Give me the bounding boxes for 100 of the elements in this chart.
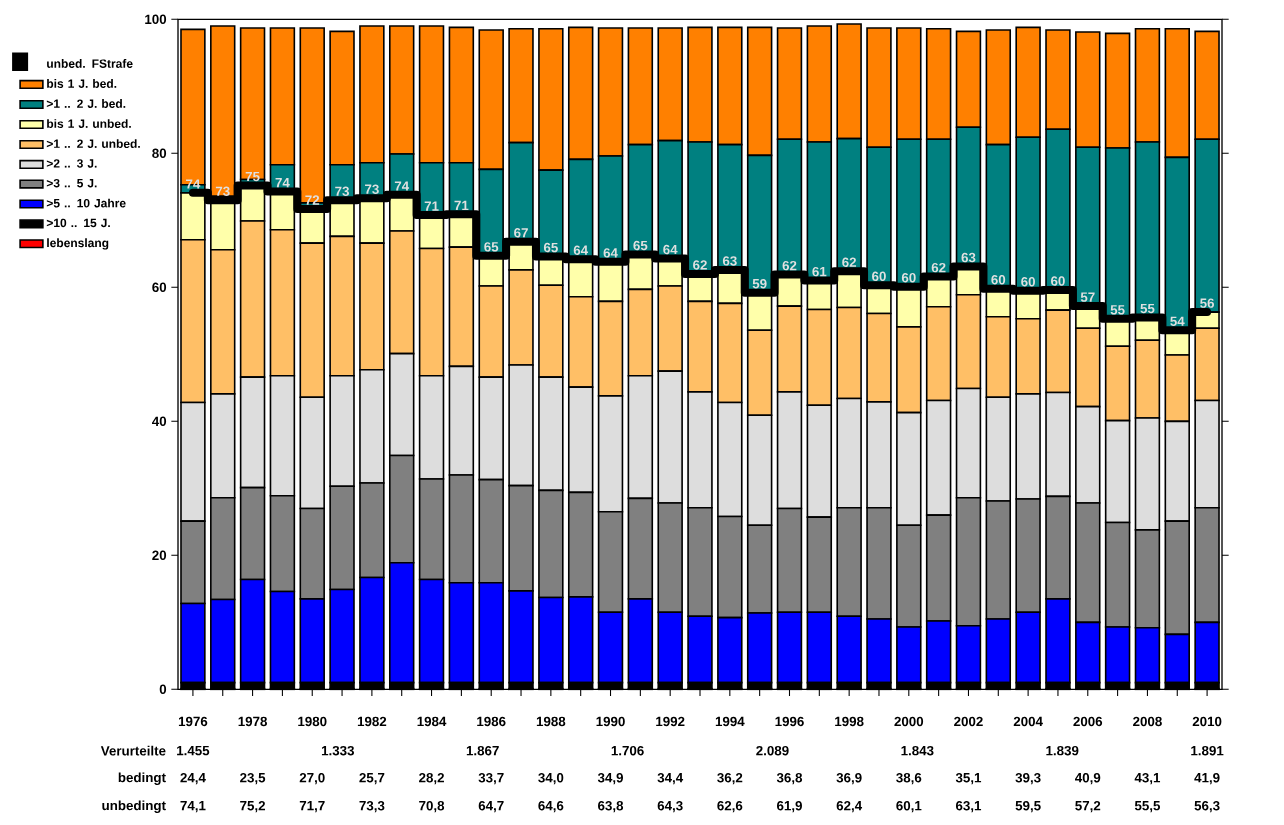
x-tick-label: 2006 [1073, 716, 1103, 726]
text: 33,7 [478, 772, 504, 785]
text: 75,2 [240, 800, 266, 813]
text: 59,5 [1015, 800, 1041, 813]
x-tick-label: 1998 [835, 716, 864, 726]
text: 62,6 [717, 800, 743, 813]
text: bedingt [118, 772, 166, 785]
text: unbedingt [102, 800, 166, 813]
x-tick-label: 1982 [357, 716, 387, 726]
text: 28,2 [419, 772, 444, 785]
data-label: 60 [872, 271, 886, 281]
data-label: 71 [454, 200, 469, 210]
data-label: 59 [752, 278, 767, 289]
text: 2.089 [756, 745, 789, 756]
text: Verurteilte [100, 745, 166, 756]
data-label: 60 [901, 272, 916, 283]
data-label: 75 [245, 171, 260, 182]
data-label: 64 [663, 244, 678, 255]
text: 1.867 [466, 745, 499, 756]
text: 27,0 [299, 772, 325, 785]
data-label: 73 [335, 186, 350, 196]
data-label: 67 [514, 227, 528, 238]
text: 36,9 [836, 772, 862, 785]
text: 55,5 [1134, 800, 1161, 813]
data-label: 55 [1140, 303, 1155, 314]
y-tick-label: 0 [159, 684, 167, 694]
y-tick-label: 40 [152, 416, 167, 426]
text: 39,3 [1015, 772, 1041, 785]
data-label: 62 [693, 260, 707, 270]
y-tick-label: 100 [145, 14, 167, 24]
text: 60,1 [896, 800, 922, 813]
data-label: 65 [543, 242, 558, 253]
text: 70,8 [419, 800, 445, 813]
legend-label: >2 .. 3 J. [46, 159, 97, 168]
text: 25,7 [359, 772, 385, 785]
bar [239, 27, 266, 181]
data-label: 73 [215, 186, 230, 196]
x-tick-label: 2004 [1013, 716, 1043, 726]
x-tick-label: 2000 [894, 716, 924, 726]
data-label: 74 [275, 177, 290, 188]
text: 62,4 [836, 800, 863, 813]
data-label: 61 [812, 266, 827, 277]
x-tick-label: 1978 [238, 716, 267, 726]
data-label: 60 [991, 274, 1006, 285]
data-label: 74 [394, 181, 410, 191]
legend-label: bis 1 J. unbed. [47, 118, 131, 128]
data-label: 63 [722, 256, 737, 266]
text: 64,3 [657, 800, 683, 813]
text: 40,9 [1075, 772, 1101, 785]
x-tick-label: 1990 [596, 716, 625, 726]
text: 1.706 [611, 745, 644, 756]
text: 73,3 [359, 800, 385, 813]
text: 34,4 [657, 772, 684, 785]
data-label: 74 [186, 179, 201, 189]
text: 43,1 [1134, 772, 1161, 785]
data-label: 56 [1200, 298, 1215, 308]
text: 34,9 [597, 772, 623, 785]
legend-label: >1 .. 2 J. bed. [46, 98, 126, 108]
x-tick-label: 2010 [1192, 716, 1222, 726]
data-label: 62 [842, 257, 857, 267]
data-label: 71 [424, 201, 439, 211]
x-tick-label: 1992 [656, 716, 685, 726]
data-label: 55 [1110, 305, 1125, 315]
legend-label: bis 1 J. bed. [47, 78, 117, 88]
legend-label: >1 .. 2 J. unbed. [46, 139, 140, 148]
text: 36,2 [717, 772, 743, 785]
text: 23,5 [240, 772, 266, 785]
text: 35,1 [955, 772, 982, 785]
data-label: 57 [1080, 292, 1095, 302]
text: 57,2 [1075, 800, 1101, 813]
text: 74,1 [180, 800, 206, 813]
text: 64,6 [538, 800, 564, 813]
data-label: 64 [603, 248, 618, 258]
data-label: 64 [573, 245, 589, 255]
x-tick-label: 1984 [417, 716, 447, 726]
y-tick-label: 80 [152, 148, 167, 158]
data-label: 60 [1021, 276, 1035, 287]
text: 56,3 [1194, 800, 1220, 813]
text: 71,7 [299, 800, 325, 813]
data-label: 73 [365, 184, 379, 194]
text: 36,8 [776, 772, 803, 785]
x-tick-label: 2002 [954, 716, 983, 726]
text: 63,1 [955, 800, 982, 813]
x-tick-label: 2008 [1133, 716, 1162, 726]
text: 1.843 [901, 745, 934, 756]
legend-label: lebenslang [47, 238, 109, 250]
y-tick-label: 60 [152, 282, 167, 292]
x-tick-label: 1994 [715, 716, 745, 726]
text: 64,7 [478, 800, 504, 813]
legend-label: >5 .. 10 Jahre [46, 198, 126, 208]
text: 1.891 [1191, 745, 1224, 756]
data-label: 60 [1051, 276, 1065, 286]
data-label: 62 [931, 262, 946, 273]
text: 61,9 [777, 800, 802, 813]
text: 34,0 [538, 772, 564, 785]
x-tick-label: 1988 [536, 716, 566, 726]
x-tick-label: 1976 [178, 716, 208, 726]
data-label: 62 [782, 260, 797, 271]
data-label: 63 [961, 252, 976, 263]
y-tick-label: 20 [152, 550, 167, 560]
